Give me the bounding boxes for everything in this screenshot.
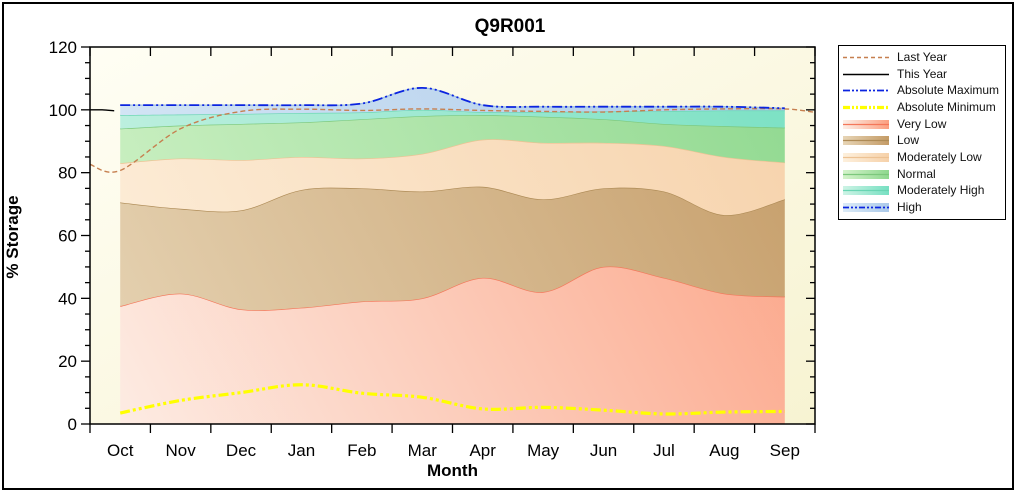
legend-label: Absolute Maximum bbox=[897, 83, 1000, 98]
line-absolute-minimum bbox=[119, 383, 785, 416]
legend-item-moderately-low: Moderately Low bbox=[843, 150, 1001, 165]
legend-sample-high bbox=[843, 203, 889, 213]
legend-sample-normal bbox=[843, 169, 889, 179]
axis-ticks bbox=[81, 46, 816, 433]
band-moderately-low bbox=[120, 139, 785, 216]
band-normal bbox=[120, 115, 785, 164]
legend-item-absolute-maximum: Absolute Maximum bbox=[843, 83, 1001, 98]
svg-text:100: 100 bbox=[49, 101, 77, 120]
legend-item-moderately-high: Moderately High bbox=[843, 183, 1001, 198]
legend-sample-absolute-minimum bbox=[843, 105, 889, 110]
svg-text:120: 120 bbox=[49, 38, 77, 57]
svg-text:Jan: Jan bbox=[288, 441, 315, 460]
x-axis-label: Month bbox=[427, 461, 478, 480]
legend-label: Moderately Low bbox=[897, 149, 982, 164]
band-moderately-high bbox=[120, 109, 785, 129]
chart-title: Q9R001 bbox=[474, 16, 546, 37]
legend-item-very-low: Very Low bbox=[843, 117, 1001, 132]
legend-label: Moderately High bbox=[897, 183, 985, 198]
legend-label: Absolute Minimum bbox=[897, 99, 996, 114]
svg-text:Nov: Nov bbox=[166, 441, 197, 460]
legend-label: Normal bbox=[897, 166, 936, 181]
legend-item-high: High bbox=[843, 200, 1001, 215]
legend-sample-moderately-low bbox=[843, 152, 889, 162]
svg-text:May: May bbox=[527, 441, 560, 460]
band-very-low bbox=[120, 266, 785, 424]
legend-item-normal: Normal bbox=[843, 167, 1001, 182]
svg-text:Jul: Jul bbox=[653, 441, 675, 460]
legend-label: This Year bbox=[897, 66, 948, 81]
legend-sample-last-year bbox=[843, 56, 889, 59]
svg-text:Apr: Apr bbox=[469, 441, 496, 460]
svg-text:80: 80 bbox=[58, 164, 77, 183]
legend-sample-low bbox=[843, 136, 889, 146]
svg-text:Feb: Feb bbox=[347, 441, 376, 460]
legend-label: Very Low bbox=[897, 116, 947, 131]
legend-item-this-year: This Year bbox=[843, 67, 1001, 82]
svg-text:Aug: Aug bbox=[709, 441, 739, 460]
svg-text:40: 40 bbox=[58, 289, 77, 308]
legend: Last Year This Year Absolute Maximum Absolu… bbox=[838, 45, 1006, 220]
y-axis-label: % Storage bbox=[3, 195, 22, 279]
svg-text:Mar: Mar bbox=[408, 441, 438, 460]
svg-text:60: 60 bbox=[58, 227, 77, 246]
legend-label: Low bbox=[897, 133, 920, 148]
legend-label: High bbox=[897, 200, 922, 215]
legend-sample-moderately-high bbox=[843, 186, 889, 196]
line-absolute-maximum bbox=[120, 86, 785, 110]
svg-text:20: 20 bbox=[58, 352, 77, 371]
tick-labels: 0 20 40 60 80 100 120 Oct Nov Dec Jan Feb Mar Apr May J… bbox=[49, 38, 800, 460]
legend-item-last-year: Last Year bbox=[843, 50, 1001, 65]
svg-text:Sep: Sep bbox=[770, 441, 800, 460]
legend-sample-absolute-maximum bbox=[843, 89, 889, 92]
svg-text:Oct: Oct bbox=[107, 441, 134, 460]
svg-text:Jun: Jun bbox=[590, 441, 617, 460]
legend-item-low: Low bbox=[843, 133, 1001, 148]
line-this-year bbox=[89, 109, 115, 112]
legend-item-absolute-minimum: Absolute Minimum bbox=[843, 100, 1001, 115]
svg-text:Dec: Dec bbox=[226, 441, 257, 460]
legend-sample-very-low bbox=[843, 119, 889, 129]
line-last-year bbox=[89, 107, 816, 173]
band-high bbox=[120, 87, 785, 116]
svg-text:0: 0 bbox=[68, 415, 77, 434]
legend-label: Last Year bbox=[897, 49, 948, 64]
legend-sample-this-year bbox=[843, 73, 889, 75]
band-low bbox=[120, 186, 785, 311]
